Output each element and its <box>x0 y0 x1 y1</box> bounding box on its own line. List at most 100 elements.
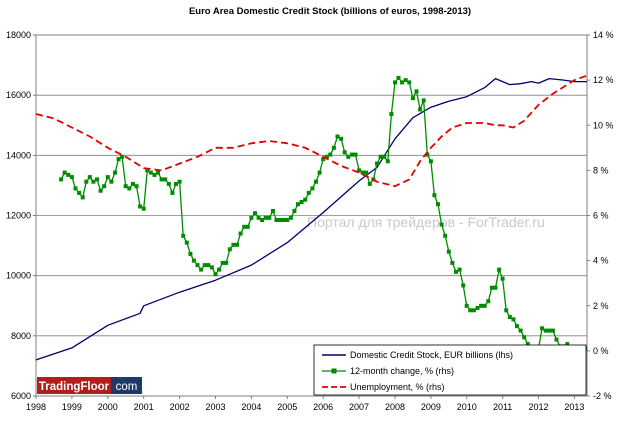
data-point-marker <box>292 209 297 213</box>
data-point-marker <box>303 197 308 202</box>
x-tick-label: 2000 <box>98 402 118 412</box>
x-tick-label: 2005 <box>277 402 297 412</box>
data-point-marker <box>335 134 340 139</box>
data-point-marker <box>331 145 336 150</box>
series-group <box>35 74 588 367</box>
data-point-marker <box>102 184 107 189</box>
data-point-marker <box>310 186 315 191</box>
data-point-marker <box>253 211 257 216</box>
data-point-marker <box>328 152 333 157</box>
data-point-marker <box>59 177 64 182</box>
data-point-marker <box>270 209 275 213</box>
chart-title: Euro Area Domestic Credit Stock (billion… <box>189 6 471 17</box>
data-point-marker <box>353 152 358 157</box>
data-point-marker <box>479 303 484 308</box>
data-point-marker <box>227 247 232 252</box>
data-point-marker <box>296 202 300 207</box>
data-point-marker <box>188 251 193 256</box>
data-point-marker <box>439 222 444 227</box>
data-point-marker <box>120 154 125 159</box>
data-point-marker <box>209 265 214 270</box>
data-point-marker <box>242 224 247 229</box>
data-point-marker <box>80 195 85 200</box>
data-point-marker <box>418 107 423 112</box>
data-point-marker <box>263 215 268 220</box>
data-point-marker <box>62 170 67 175</box>
y-right-tick-label: -2 % <box>593 391 612 401</box>
data-point-marker <box>522 335 527 340</box>
logo-left-text: TradingFloor <box>39 381 110 393</box>
data-point-marker <box>493 285 498 290</box>
data-point-marker <box>206 263 211 268</box>
data-point-marker <box>364 170 369 175</box>
data-point-marker <box>357 168 362 173</box>
data-point-marker <box>468 308 473 313</box>
data-point-marker <box>540 326 545 331</box>
data-point-marker <box>274 218 279 222</box>
data-point-marker <box>220 260 225 265</box>
data-point-marker <box>428 159 433 164</box>
data-point-marker <box>475 306 480 310</box>
data-point-marker <box>113 170 117 175</box>
legend-label-credit-stock: Domestic Credit Stock, EUR billions (lhs… <box>350 350 513 360</box>
data-point-marker <box>91 179 96 184</box>
data-point-marker <box>231 242 236 247</box>
logo-right-text: com <box>116 381 138 393</box>
data-point-marker <box>224 260 229 265</box>
y-left-tick-label: 6000 <box>11 391 31 401</box>
data-point-marker <box>497 267 502 272</box>
y-left-tick-label: 18000 <box>6 30 31 40</box>
legend-label-12-month-change: 12-month change, % (rhs) <box>350 366 454 376</box>
data-point-marker <box>385 159 390 164</box>
y-left-tick-label: 8000 <box>11 331 31 341</box>
data-point-marker <box>375 161 379 166</box>
data-point-marker <box>443 233 448 238</box>
data-point-marker <box>425 152 430 157</box>
data-point-marker <box>281 218 286 222</box>
data-point-marker <box>249 215 254 220</box>
y-axis-right: -2 % 0 % 2 % 4 % 6 % 8 % 10 % 12 % 14 % <box>587 30 614 401</box>
data-point-marker <box>199 267 204 272</box>
data-point-marker <box>77 190 82 195</box>
data-point-marker <box>367 181 372 186</box>
data-point-marker <box>105 175 110 180</box>
data-point-marker <box>504 308 509 313</box>
data-point-marker <box>464 303 469 308</box>
data-point-marker <box>507 315 512 319</box>
y-right-tick-label: 2 % <box>593 301 609 311</box>
data-point-marker <box>403 78 408 83</box>
data-point-marker <box>141 206 146 211</box>
data-point-marker <box>489 285 494 290</box>
data-point-marker <box>123 184 128 189</box>
data-point-marker <box>393 80 397 85</box>
data-point-marker <box>511 317 516 322</box>
data-point-marker <box>414 89 419 94</box>
data-point-marker <box>116 157 121 162</box>
x-tick-label: 1999 <box>62 402 82 412</box>
data-point-marker <box>127 186 132 191</box>
data-point-marker <box>547 328 552 333</box>
x-tick-label: 2011 <box>493 402 512 412</box>
series-credit-stock-line <box>35 77 587 361</box>
y-right-tick-label: 14 % <box>593 30 614 40</box>
data-point-marker <box>177 179 182 184</box>
data-point-marker <box>288 215 293 220</box>
legend: Domestic Credit Stock, EUR billions (lhs… <box>313 344 587 396</box>
x-tick-label: 2012 <box>529 402 549 412</box>
data-point-marker <box>256 215 261 220</box>
x-tick-label: 2009 <box>421 402 441 412</box>
data-point-marker <box>260 218 265 222</box>
data-point-marker <box>159 177 164 182</box>
data-point-marker <box>461 283 466 288</box>
data-point-marker <box>454 269 458 274</box>
data-point-marker <box>174 181 178 186</box>
data-point-marker <box>346 154 351 159</box>
y-axis-left: 6000 8000 10000 12000 14000 16000 18000 <box>6 30 36 401</box>
data-point-marker <box>518 328 523 333</box>
data-point-marker <box>389 112 394 116</box>
data-point-marker <box>170 190 175 195</box>
y-left-tick-label: 14000 <box>6 150 31 160</box>
data-point-marker <box>235 242 239 247</box>
data-point-marker <box>324 154 329 159</box>
